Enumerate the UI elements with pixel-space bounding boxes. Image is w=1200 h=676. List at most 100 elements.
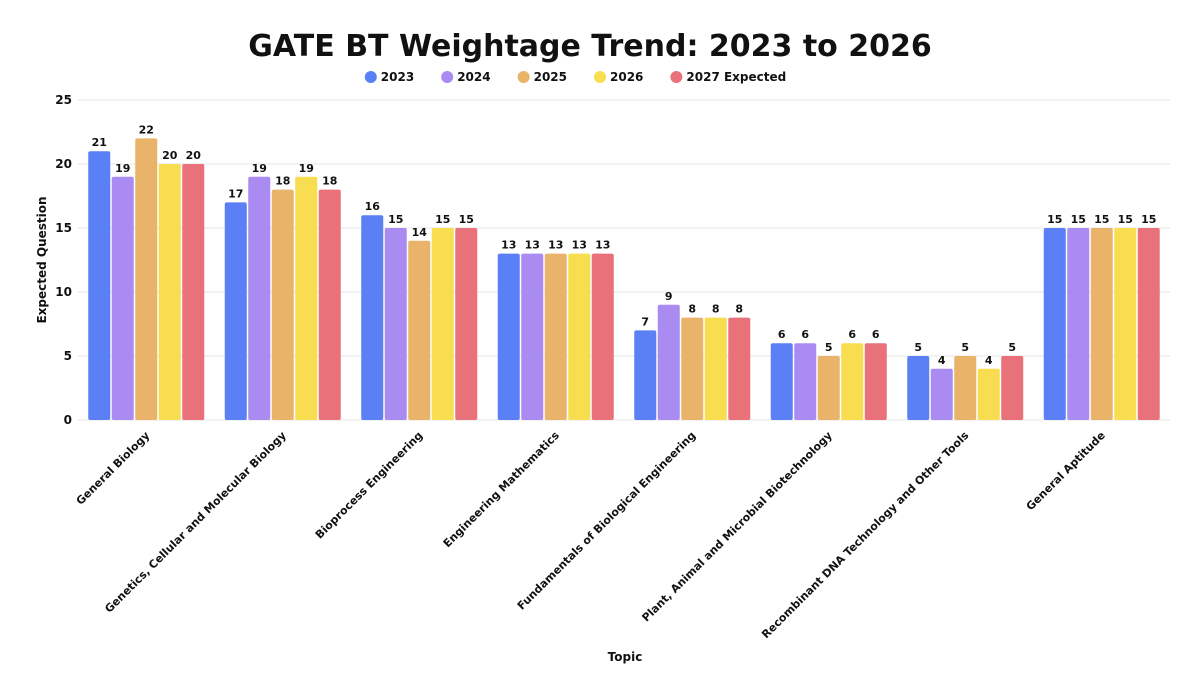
bar-value-label: 8 [712,303,720,316]
bar-value-label: 15 [1047,213,1062,226]
data-labels: 21 19 22 20 20 17 19 18 19 18 16 15 14 15 15 13 13 13 13 13… [92,123,1157,366]
bar [794,343,817,420]
bar-value-label: 5 [914,341,922,354]
bar [384,228,407,420]
chart-title: GATE BT Weightage Trend: 2023 to 2026 [248,29,931,64]
bar [770,343,793,420]
y-axis-ticks: 0 5 10 15 20 25 [55,93,72,427]
bar-value-label: 6 [778,328,786,341]
bar-value-label: 5 [1008,341,1016,354]
bar [1001,356,1024,420]
x-tick-label: General Biology [74,429,153,508]
bar-value-label: 19 [115,162,130,175]
bar [657,304,680,420]
y-tick-label: 10 [55,285,72,299]
bar-value-label: 5 [961,341,969,354]
bar-value-label: 15 [388,213,403,226]
bar [295,176,318,420]
bar-value-label: 15 [1118,213,1133,226]
bar [431,228,454,420]
x-tick-label: Bioprocess Engineering [313,429,426,542]
bar [954,356,977,420]
bar [864,343,887,420]
bar [248,176,271,420]
bar [1043,228,1066,420]
legend-swatch [517,71,530,83]
legend: 2023 2024 2025 2026 2027 Expected [364,70,786,84]
bar-value-label: 15 [1094,213,1109,226]
bar-value-label: 19 [252,162,267,175]
bar-value-label: 15 [435,213,450,226]
bar [634,330,657,420]
bar [930,368,953,420]
bar [408,240,431,420]
bar [1137,228,1160,420]
bar-value-label: 18 [322,175,337,188]
bar [135,138,158,420]
bar [681,317,704,420]
y-tick-label: 20 [55,157,72,171]
bar [728,317,751,420]
y-tick-label: 15 [55,221,72,235]
bar-value-label: 17 [228,187,243,200]
bar-value-label: 15 [459,213,474,226]
bar [497,253,520,420]
bar-value-label: 15 [1141,213,1156,226]
bar [111,176,134,420]
y-tick-label: 25 [55,93,72,107]
bar-value-label: 14 [412,226,428,239]
bar-value-label: 6 [801,328,809,341]
bar [1067,228,1090,420]
bar [361,215,384,420]
bar-value-label: 7 [641,315,649,328]
bar [88,151,111,420]
bar [704,317,727,420]
legend-label: 2025 [534,70,567,84]
bar-value-label: 9 [665,290,673,303]
bar-value-label: 13 [501,239,516,252]
legend-swatch [594,71,606,83]
bar [455,228,478,420]
bar-value-label: 4 [938,354,946,367]
bar [907,356,930,420]
legend-label: 2027 Expected [686,70,786,84]
legend-label: 2024 [457,70,490,84]
bar [271,189,294,420]
bar [544,253,567,420]
bar-value-label: 19 [299,162,314,175]
legend-label: 2023 [381,70,414,84]
bar-value-label: 15 [1071,213,1086,226]
bar-value-label: 22 [139,123,154,136]
legend-swatch [441,71,454,83]
bar [318,189,341,420]
y-tick-label: 5 [64,349,72,363]
bar-value-label: 13 [595,239,610,252]
legend-swatch [364,71,377,83]
bar-value-label: 6 [872,328,880,341]
x-axis-title: Topic [608,650,643,664]
bar [224,202,247,420]
bar-value-label: 13 [548,239,563,252]
bar-value-label: 13 [525,239,540,252]
bar-value-label: 5 [825,341,833,354]
bar [182,164,205,420]
bar-value-label: 21 [92,136,107,149]
bar [158,164,181,420]
bar [1090,228,1113,420]
bar-value-label: 8 [688,303,696,316]
x-tick-label: General Aptitude [1024,429,1108,513]
bar-value-label: 6 [848,328,856,341]
bar-value-label: 20 [186,149,202,162]
bar [591,253,614,420]
bar [568,253,591,420]
bar-value-label: 4 [985,354,993,367]
x-tick-label: Recombinant DNA Technology and Other Too… [759,429,971,641]
y-axis-title: Expected Question [35,196,49,323]
bar [521,253,544,420]
bar [817,356,840,420]
x-tick-label: Engineering Mathematics [441,429,562,550]
bar [977,368,1000,420]
bar-value-label: 8 [735,303,743,316]
